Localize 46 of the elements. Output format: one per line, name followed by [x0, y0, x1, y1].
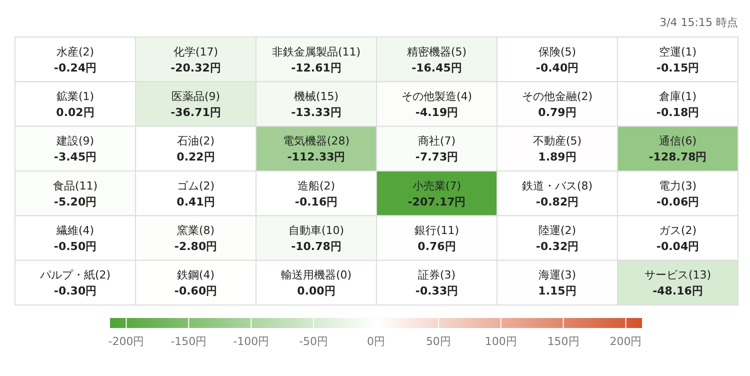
data-label: 化学(17) -20.32円	[170, 45, 221, 74]
data-label: 輸送用機器(0) 0.00円	[280, 268, 352, 298]
data-label: その他製造(4) -4.19円	[401, 90, 472, 119]
data-label: 食品(11) -5.20円	[52, 179, 98, 208]
data-label: 小売業(7) -207.17円	[408, 179, 466, 208]
data-label: 鉄鋼(4) -0.60円	[174, 268, 218, 298]
data-label: ゴム(2) 0.41円	[176, 179, 215, 208]
data-label: 海運(3) 1.15円	[538, 268, 576, 298]
data-label: 電力(3) -0.06円	[656, 179, 700, 208]
data-label: 医薬品(9) -36.71円	[170, 90, 221, 119]
data-label: 窯業(8) -2.80円	[174, 224, 218, 253]
color-bar-label: 200円	[610, 335, 642, 348]
data-label: サービス(13) -48.16円	[644, 268, 712, 298]
color-bar-label: 50円	[426, 335, 451, 348]
color-bar-label: 100円	[484, 335, 517, 348]
data-label: 鉱業(1) 0.02円	[56, 90, 94, 119]
data-label: 石油(2) 0.22円	[176, 134, 215, 164]
data-label: 機械(15) -13.33円	[291, 90, 342, 119]
data-label: 自動車(10) -10.78円	[288, 224, 344, 253]
data-label: 精密機器(5) -16.45円	[406, 45, 467, 74]
data-label: 建設(9) -3.45円	[54, 134, 97, 164]
data-label: ガス(2) -0.04円	[656, 224, 700, 253]
data-label: 陸運(2) -0.32円	[536, 224, 579, 253]
data-label: 銀行(11) 0.76円	[414, 224, 460, 253]
data-label: 倉庫(1) -0.18円	[656, 90, 700, 119]
data-label: 非鉄金属製品(11) -12.61円	[272, 45, 361, 74]
data-label: 証券(3) -0.33円	[415, 268, 458, 298]
data-label: 保険(5) -0.40円	[536, 45, 579, 74]
color-bar-label: 0円	[367, 335, 385, 348]
color-bar-label: -200円	[108, 335, 144, 348]
data-label: 電気機器(28) -112.33円	[282, 134, 350, 164]
data-label: 通信(6) -128.78円	[648, 134, 707, 164]
data-label: 不動産(5) 1.89円	[532, 134, 582, 164]
color-bar-label: -50円	[299, 335, 328, 348]
data-label: その他金融(2) 0.79円	[522, 90, 593, 119]
data-label: 鉄道・バス(8) -0.82円	[522, 179, 593, 208]
data-label: 水産(2) -0.24円	[54, 45, 97, 74]
data-label: 繊維(4) -0.50円	[54, 224, 97, 253]
color-bar-label: -100円	[233, 335, 270, 348]
data-label: パルプ・紙(2) -0.30円	[38, 268, 111, 298]
text: 3/4 15:15 時点	[660, 16, 738, 29]
data-label: 商社(7) -7.73円	[415, 134, 458, 164]
data-label: 空運(1) -0.15円	[656, 45, 700, 74]
color-bar-label: 150円	[547, 335, 580, 348]
color-bar-label: -150円	[170, 335, 207, 348]
data-label: 造船(2) -0.16円	[294, 179, 338, 208]
